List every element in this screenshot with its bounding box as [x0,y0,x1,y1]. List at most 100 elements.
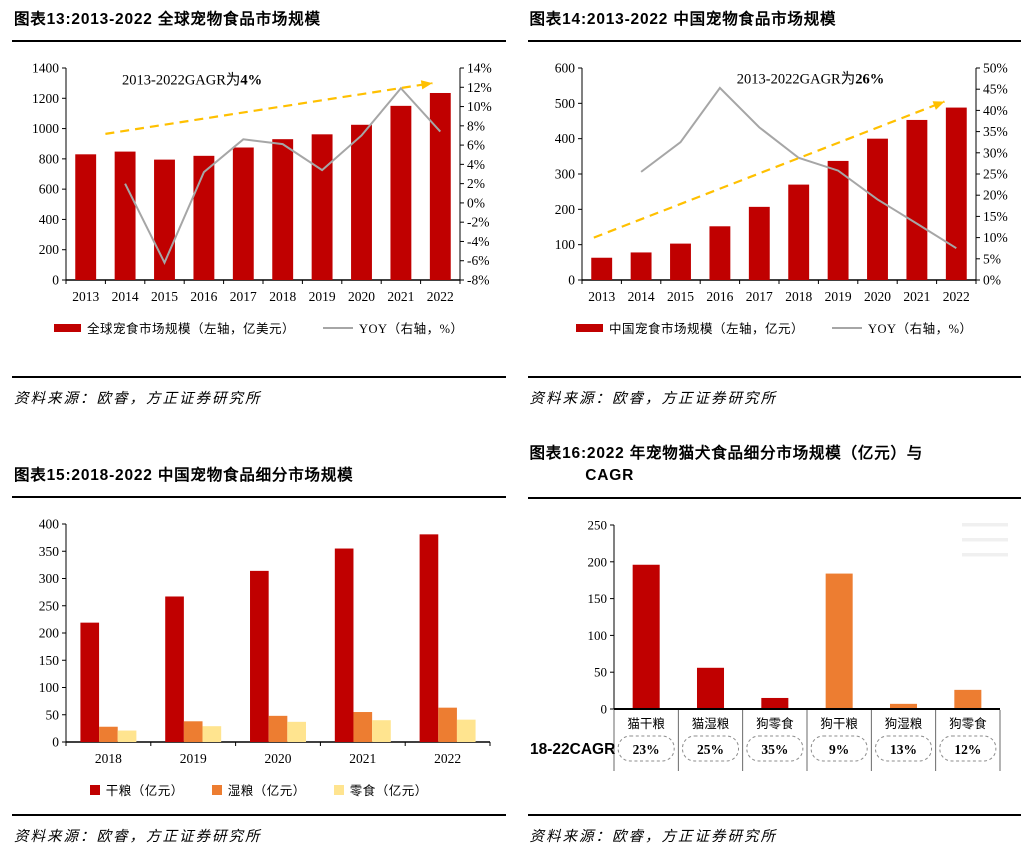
svg-text:8%: 8% [467,119,485,134]
svg-text:400: 400 [554,132,575,147]
line-series-swatch [832,326,862,329]
svg-text:0: 0 [52,273,59,288]
svg-text:150: 150 [39,653,60,668]
svg-text:20%: 20% [983,188,1008,203]
figure-13-title: 图表13:2013-2022 全球宠物食品市场规模 [12,6,506,43]
svg-text:0: 0 [52,735,59,750]
svg-text:50: 50 [46,707,60,722]
svg-text:1200: 1200 [32,91,59,106]
figure-16-title-line2: CAGR [585,467,635,485]
source-divider [12,376,506,378]
legend-item: 干粮（亿元） [89,780,184,799]
svg-text:150: 150 [587,591,607,606]
bar-series-swatch [53,323,81,332]
svg-text:12%: 12% [467,80,492,95]
figure-15-source: 资料来源：欧睿，方正证券研究所 [14,829,262,845]
line-series-swatch [323,326,353,329]
bar-series-swatch [575,323,603,332]
svg-text:-6%: -6% [467,254,490,269]
figure-13-chart: 0 200 400 600 800 1000 1200 1400 -8% -6% -4% -2% 0% 2… [32,61,492,305]
svg-text:800: 800 [39,152,60,167]
svg-text:2021: 2021 [903,289,930,304]
svg-text:13%: 13% [890,742,917,757]
figure-15-legend: 干粮（亿元） 湿粮（亿元） 零食（亿元） [12,780,506,799]
figure-16-chart-area: 0 50 100 150 200 250 猫干粮 猫湿粮 狗零食 狗干粮 狗湿粮 狗零食 23% 25% 3… [528,515,1022,777]
svg-text:10%: 10% [983,231,1008,246]
dry-food-swatch [89,784,100,795]
svg-text:2013-2022GAGR为4%: 2013-2022GAGR为4% [122,72,262,89]
legend-item: YOY（右轴，%） [832,318,973,337]
svg-text:狗零食: 狗零食 [949,716,987,731]
svg-text:2020: 2020 [348,289,375,304]
figure-13-legend: 全球宠食市场规模（左轴，亿美元） YOY（右轴，%） [12,318,506,337]
legend-label: YOY（右轴，%） [359,322,464,337]
figure-15-chart-area: 0 50 100 150 200 250 300 350 400 2018 2019 2020 2021… [12,514,506,772]
svg-text:2020: 2020 [265,751,292,766]
svg-text:2019: 2019 [309,289,336,304]
svg-text:300: 300 [39,571,60,586]
svg-text:2014: 2014 [112,289,139,304]
svg-text:4%: 4% [467,157,485,172]
svg-text:250: 250 [39,598,60,613]
svg-text:-8%: -8% [467,273,490,288]
svg-text:30%: 30% [983,146,1008,161]
figure-14-title: 图表14:2013-2022 中国宠物食品市场规模 [527,6,1021,43]
source-divider [527,814,1021,816]
figure-15-panel: 图表15:2018-2022 中国宠物食品细分市场规模 0 50 100 150 200… [12,440,506,852]
svg-text:200: 200 [587,554,607,569]
figure-14-panel: 图表14:2013-2022 中国宠物食品市场规模 0 100 200 300 400 5… [527,6,1021,414]
svg-text:2022: 2022 [427,289,454,304]
svg-text:2015: 2015 [151,289,178,304]
legend-label: 全球宠食市场规模（左轴，亿美元） [86,322,295,337]
svg-text:0%: 0% [467,196,485,211]
svg-text:18-22CAGR: 18-22CAGR [530,741,615,758]
figure-16-title: 图表16:2022 年宠物猫犬食品细分市场规模（亿元）与 CAGR [527,440,1021,499]
svg-text:35%: 35% [983,125,1008,140]
figure-16-chart: 0 50 100 150 200 250 猫干粮 猫湿粮 狗零食 狗干粮 狗湿粮 狗零食 23% 25% 3… [530,517,1008,771]
svg-text:50: 50 [594,665,607,680]
svg-text:猫湿粮: 猫湿粮 [691,716,729,731]
svg-text:200: 200 [39,626,60,641]
figure-15-title-text: 图表15:2018-2022 中国宠物食品细分市场规模 [14,466,354,484]
svg-text:100: 100 [39,680,60,695]
svg-text:50%: 50% [983,61,1008,76]
svg-text:40%: 40% [983,103,1008,118]
legend-item: 零食（亿元） [333,780,428,799]
svg-text:2021: 2021 [349,751,376,766]
svg-text:猫干粮: 猫干粮 [627,716,665,731]
svg-text:2013: 2013 [588,289,615,304]
svg-text:100: 100 [554,238,575,253]
svg-text:0: 0 [568,273,575,288]
legend-item: YOY（右轴，%） [323,318,464,337]
svg-text:2018: 2018 [269,289,296,304]
svg-text:2013-2022GAGR为26%: 2013-2022GAGR为26% [736,71,883,88]
svg-text:2022: 2022 [942,289,969,304]
wet-food-swatch [211,784,222,795]
legend-item: 湿粮（亿元） [211,780,306,799]
legend-label: 干粮（亿元） [105,784,184,798]
figure-16-title-text: 图表16:2022 年宠物猫犬食品细分市场规模（亿元）与 [529,445,924,462]
svg-text:1000: 1000 [32,122,59,137]
svg-text:12%: 12% [954,742,981,757]
svg-text:200: 200 [39,243,60,258]
svg-text:10%: 10% [467,100,492,115]
figure-14-source: 资料来源：欧睿，方正证券研究所 [529,391,777,407]
svg-text:300: 300 [554,167,575,182]
svg-text:25%: 25% [983,167,1008,182]
legend-item: 全球宠食市场规模（左轴，亿美元） [53,318,295,337]
svg-text:0%: 0% [983,273,1001,288]
svg-text:35%: 35% [761,742,788,757]
svg-text:2016: 2016 [706,289,733,304]
svg-text:狗湿粮: 狗湿粮 [884,716,922,731]
svg-text:9%: 9% [829,742,849,757]
figure-13-chart-area: 0 200 400 600 800 1000 1200 1400 -8% -6% -4% -2% 0% 2… [12,58,506,310]
svg-text:2020: 2020 [864,289,891,304]
figure-13-title-text: 图表13:2013-2022 全球宠物食品市场规模 [14,11,321,28]
snack-swatch [333,784,344,795]
svg-text:23%: 23% [632,742,659,757]
svg-text:350: 350 [39,544,60,559]
svg-text:2022: 2022 [434,751,461,766]
svg-text:-4%: -4% [467,234,490,249]
legend-label: YOY（右轴，%） [868,322,973,337]
